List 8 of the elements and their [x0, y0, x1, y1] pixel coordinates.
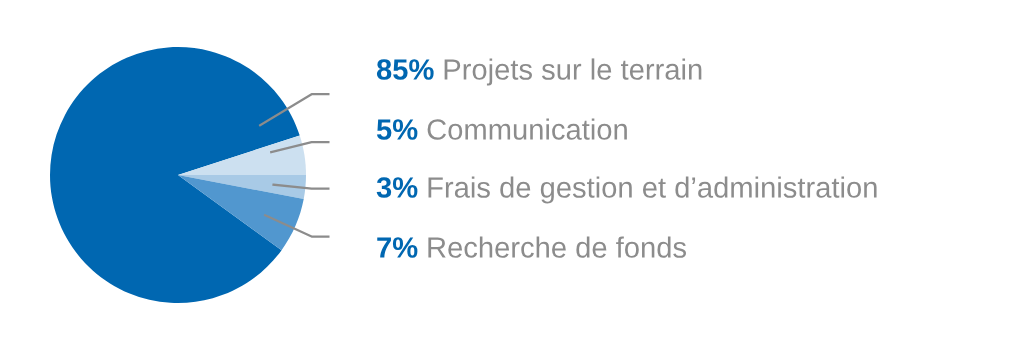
slice-label: Projets sur le terrain [444, 58, 702, 86]
slice-label: Frais de gestion et d’administration [428, 176, 877, 204]
data-label: 5% [376, 119, 418, 140]
slice-label: Communication [427, 118, 627, 140]
data-label: 85% [376, 59, 434, 80]
data-label: 7% [377, 237, 418, 258]
data-label: 3% [376, 177, 418, 198]
slice-label: Recherche de fonds [428, 236, 686, 258]
